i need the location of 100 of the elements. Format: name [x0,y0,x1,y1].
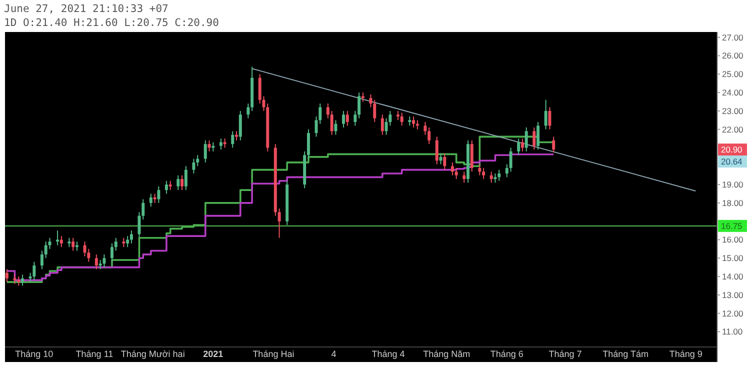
candlestick [470,140,474,172]
y-tick-label: 18.00 [722,198,744,208]
candlestick [408,116,412,126]
candlestick [94,254,98,270]
candlestick [342,110,345,128]
y-tick-label: 25.00 [722,69,744,80]
candlestick [326,103,330,119]
candlestick [56,230,60,246]
x-tick-label: Tháng Tám [602,349,648,359]
candlestick [482,167,486,180]
candlestick [219,138,222,150]
candlestick [462,171,466,184]
candlestick [68,237,71,248]
candlestick [223,138,226,148]
candlestick [122,237,126,248]
candlestick [396,110,400,121]
candlestick [439,152,442,165]
candlestick [524,126,528,152]
candlestick [114,237,118,252]
candlestick [180,174,184,191]
x-tick-label: Tháng Năm [423,349,470,359]
candlestick [110,242,114,262]
candlestick [532,126,536,150]
candlestick [238,110,242,141]
candlestick [478,164,482,176]
y-tick-label: 22.00 [722,124,744,134]
candlestick [443,152,446,170]
candlestick [204,140,207,163]
candlestick [450,162,454,176]
y-tick-label: 27.00 [722,32,744,42]
candlestick [428,126,431,145]
candlestick [168,180,172,191]
candlestick [278,208,281,238]
text: 20.64 [721,156,743,167]
candlestick [306,128,310,160]
candlestick [373,99,376,122]
y-tick-label: 11.00 [722,326,743,337]
candlestick [400,112,404,126]
candlestick [60,236,63,248]
x-tick-label: Tháng 6 [490,349,524,359]
candlestick [412,116,416,128]
candlestick [130,230,133,244]
candlestick [246,103,250,119]
y-tick-label: 23.00 [722,106,744,116]
candlestick [142,198,145,220]
candlestick [17,276,20,286]
candlestick [358,92,361,119]
candlestick [126,236,130,248]
candlestick [334,120,338,136]
candlestick [138,212,141,238]
y-tick-label: 14.00 [722,272,744,282]
candlestick [354,110,357,126]
x-tick-label: Tháng 10 [15,349,54,359]
candlestick [157,186,160,204]
candlestick [505,164,508,178]
candlestick [536,121,540,150]
candlestick [196,154,200,167]
candlestick [544,99,548,130]
candlestick [369,94,372,108]
candlestick [494,172,497,184]
candlestick [149,193,152,208]
candlestick [552,136,556,153]
text: June 27, 2021 21:10:33 +07 [4,3,168,15]
y-tick-label: 26.00 [722,50,744,61]
candlestick [32,261,36,281]
candlestick [176,174,180,191]
candlestick [509,147,512,172]
candlestick [498,169,501,182]
candlestick [153,193,156,204]
x-tick-label: 2021 [203,349,224,359]
x-tick-label: Tháng Mười hai [120,349,185,359]
y-tick-label: 12.00 [722,308,744,318]
candlestick [192,158,196,174]
candlestick [548,106,552,130]
candlestick [184,166,188,191]
candlestick [21,274,24,286]
candlestick [454,167,458,180]
x-tick-label: Tháng 9 [669,349,702,359]
y-tick-label: 13.00 [722,290,744,300]
ref-line-label: 16.75 [721,220,743,231]
candlestick [72,237,75,252]
candlestick [102,254,106,268]
x-tick-label: Tháng 7 [548,349,582,359]
x-tick-label: Tháng Hai [252,349,294,359]
candlestick [520,138,524,152]
candlestick [44,241,48,259]
candlestick [330,110,334,136]
y-tick-label: 16.00 [722,234,744,245]
candlestick [5,268,8,283]
x-tick-label: Tháng 11 [76,349,114,359]
y-tick-label: 15.00 [722,253,744,264]
candlestick [435,136,438,165]
candlestick [40,250,44,270]
candlestick [164,180,168,194]
candlestick [517,138,520,156]
candlestick [208,140,211,152]
x-tick-label: 4 [331,349,336,359]
candlestick [231,130,234,148]
candlestick [424,121,427,136]
y-tick-label: 19.00 [722,180,744,190]
